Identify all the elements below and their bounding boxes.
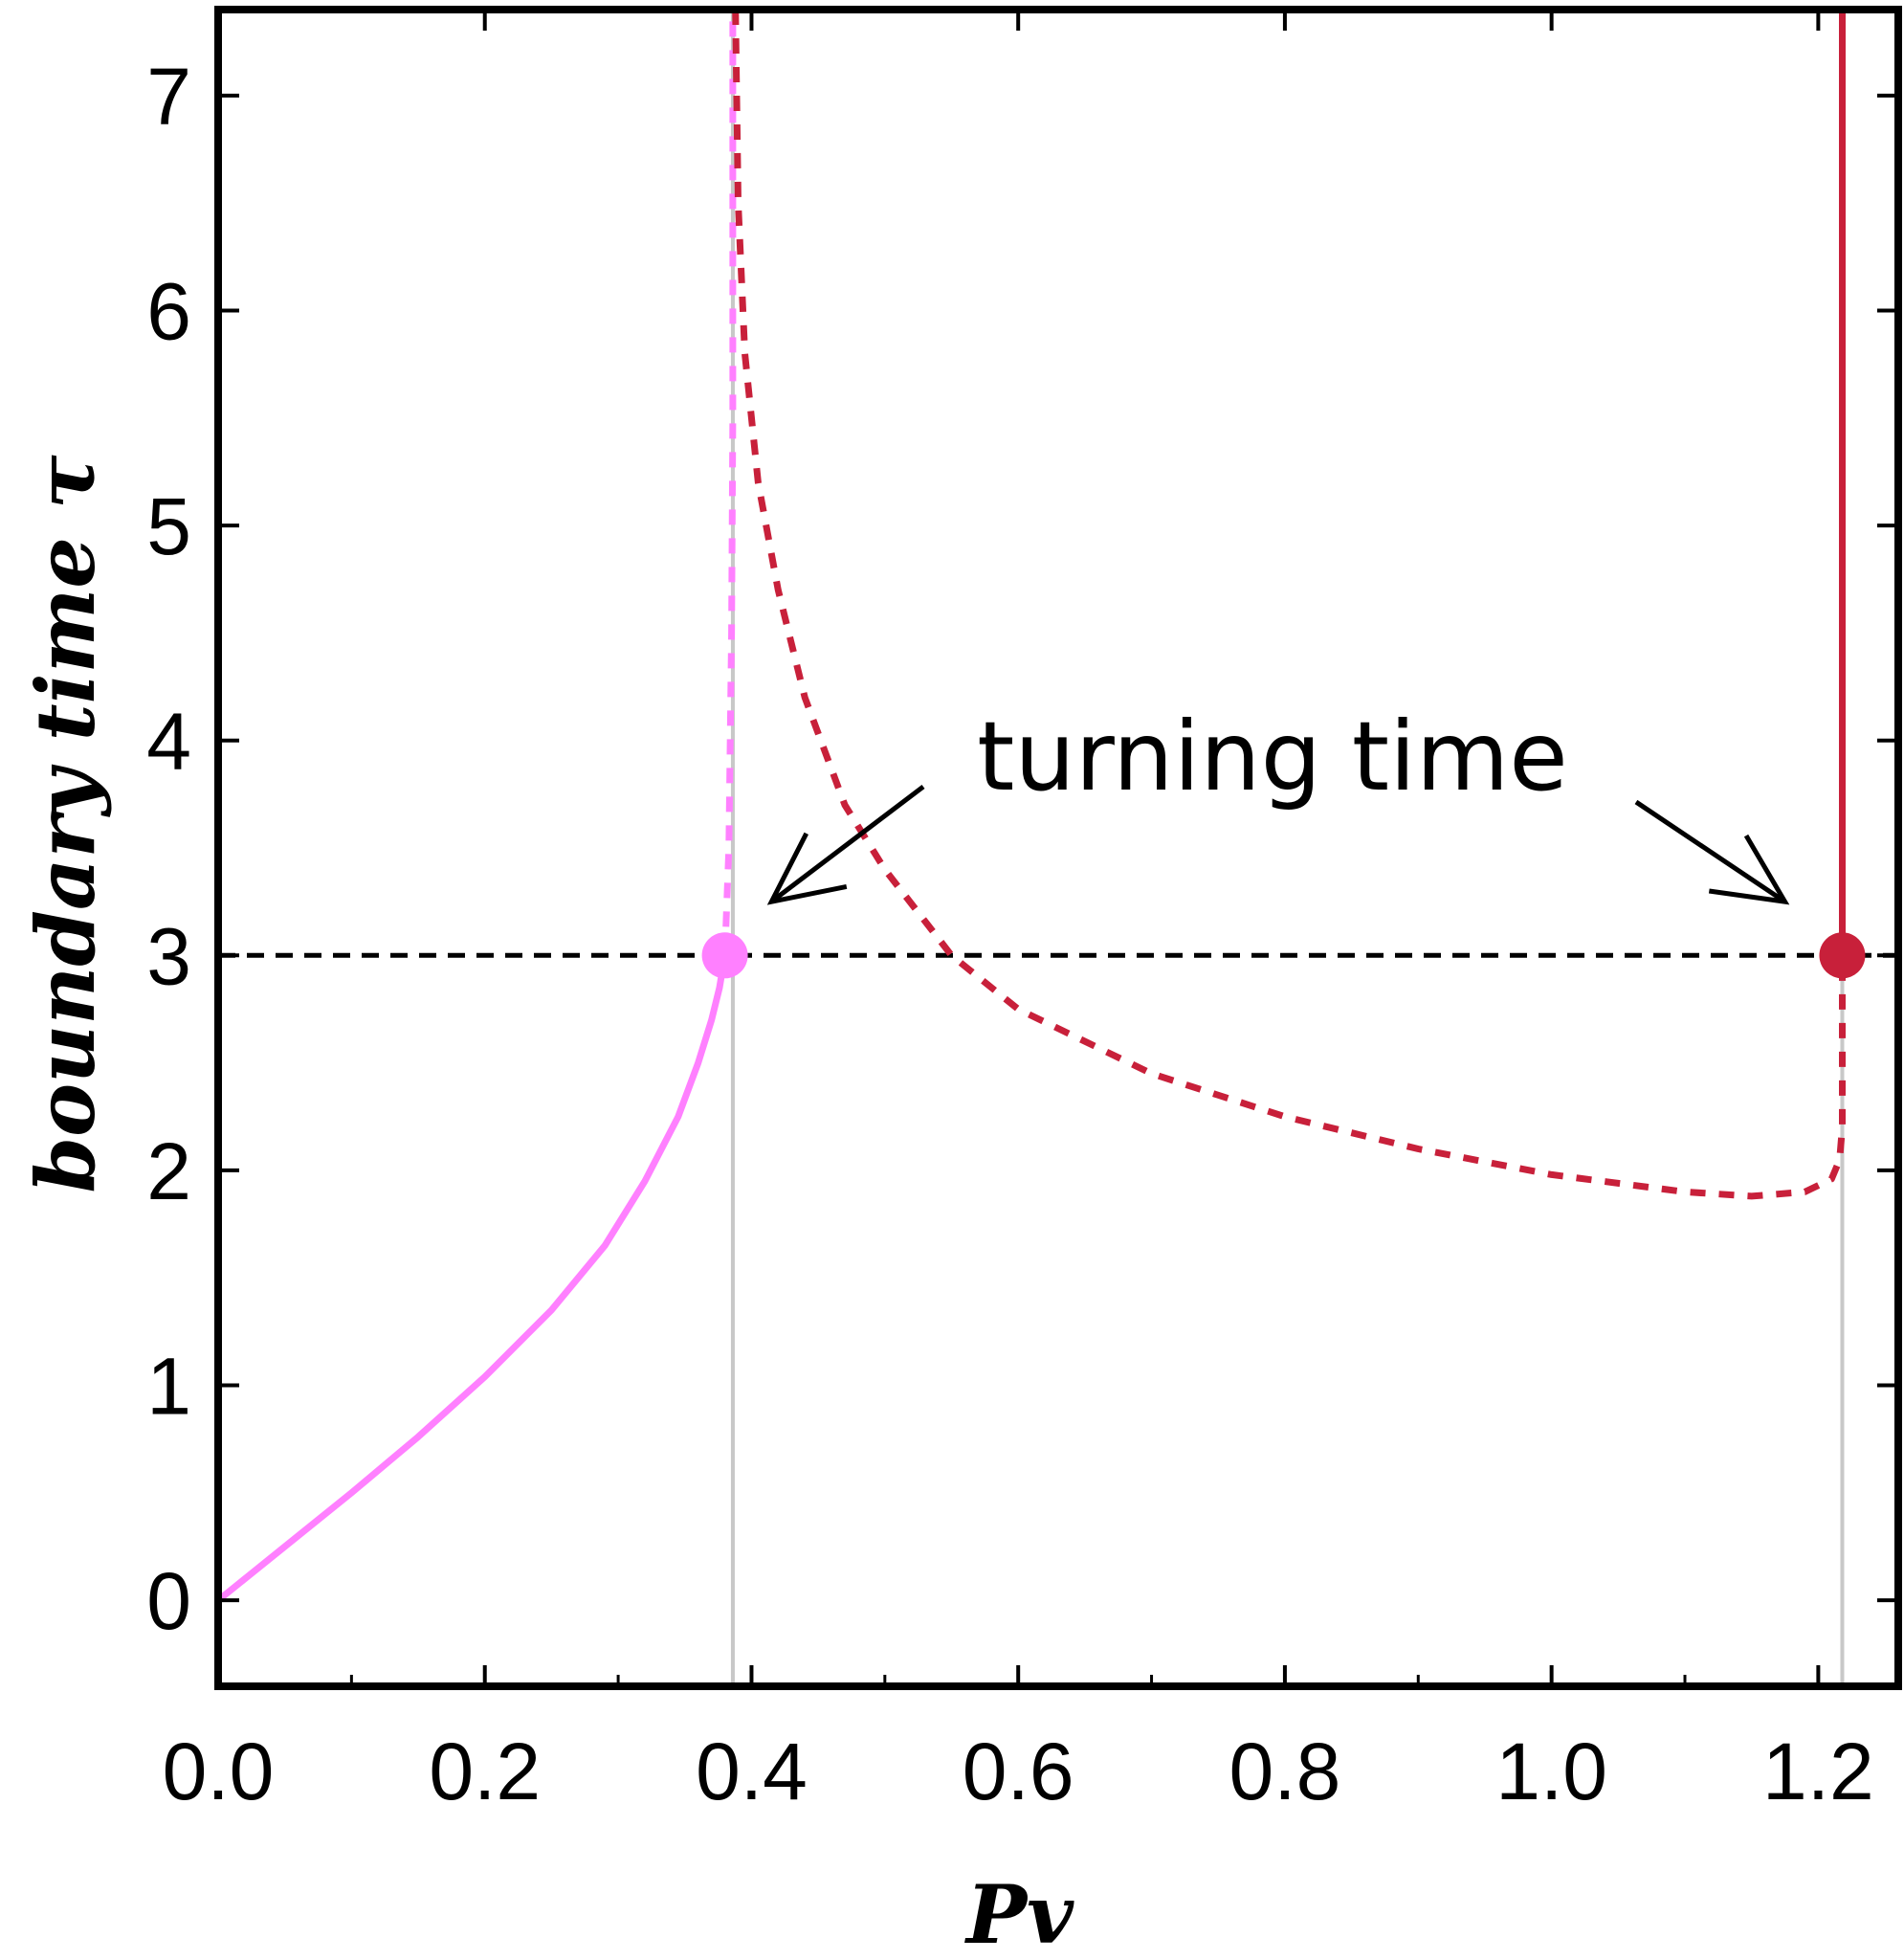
x-axis-title: Pv bbox=[964, 1867, 1074, 1960]
y-tick-label: 1 bbox=[146, 1342, 191, 1432]
annotation-arrow-line-1 bbox=[1634, 799, 1786, 904]
y-tick-labels: 0 1 2 3 4 5 6 7 bbox=[146, 52, 191, 1646]
x-tick-label: 0.2 bbox=[429, 1726, 541, 1816]
x-tick-label: 1.2 bbox=[1762, 1726, 1874, 1816]
annotation-turning-time: turning time bbox=[977, 701, 1568, 813]
series-line-2 bbox=[732, 9, 1846, 1200]
data-point-marker-0 bbox=[701, 932, 748, 979]
series-line-0 bbox=[215, 954, 729, 1603]
plot-frame bbox=[214, 6, 1902, 1690]
marker-layer bbox=[701, 932, 1866, 979]
y-tick-label: 2 bbox=[146, 1126, 191, 1216]
y-tick-label: 0 bbox=[146, 1556, 191, 1646]
ticks-layer bbox=[216, 10, 1898, 1686]
y-tick-label: 6 bbox=[146, 266, 191, 356]
annotation-arrow-head-0 bbox=[766, 832, 848, 905]
annotation-arrow-line-0 bbox=[769, 785, 925, 904]
y-tick-label: 3 bbox=[146, 911, 191, 1001]
x-tick-labels: 0.0 0.2 0.4 0.6 0.8 1.0 1.2 bbox=[163, 1726, 1874, 1816]
data-point-marker-1 bbox=[1819, 932, 1866, 979]
y-tick-label: 5 bbox=[146, 481, 191, 571]
y-axis-title: boundary time τ bbox=[18, 455, 113, 1193]
series-layer bbox=[215, 9, 1846, 1603]
y-tick-label: 7 bbox=[146, 52, 191, 142]
annotation-arrow-head-1 bbox=[1708, 834, 1790, 905]
annotation-layer: turning time bbox=[766, 701, 1790, 905]
reference-lines bbox=[218, 10, 1898, 1686]
x-tick-label: 0.8 bbox=[1229, 1726, 1341, 1816]
x-tick-label: 0.4 bbox=[696, 1726, 808, 1816]
y-tick-label: 4 bbox=[146, 697, 191, 787]
x-tick-label: 1.0 bbox=[1495, 1726, 1607, 1816]
series-line-1 bbox=[721, 10, 737, 956]
x-tick-label: 0.6 bbox=[963, 1726, 1074, 1816]
x-tick-label: 0.0 bbox=[163, 1726, 275, 1816]
